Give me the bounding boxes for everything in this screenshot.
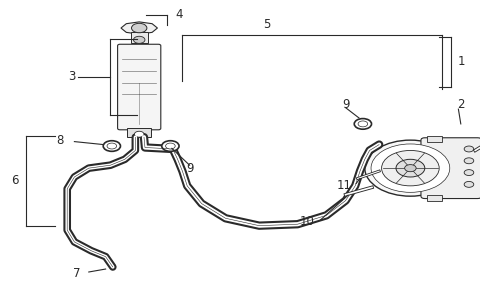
Text: 6: 6: [11, 174, 18, 187]
Bar: [427, 195, 442, 201]
Polygon shape: [121, 22, 157, 34]
Circle shape: [464, 158, 474, 164]
Text: 9: 9: [186, 162, 193, 175]
Text: 3: 3: [68, 71, 76, 83]
Circle shape: [107, 143, 117, 149]
Bar: [131, 32, 148, 43]
Text: 1: 1: [458, 55, 466, 68]
Text: 4: 4: [175, 8, 183, 21]
Circle shape: [133, 36, 145, 43]
Circle shape: [371, 144, 450, 192]
Circle shape: [464, 181, 474, 187]
Circle shape: [405, 165, 416, 172]
Circle shape: [396, 159, 425, 177]
Bar: [127, 128, 151, 137]
FancyBboxPatch shape: [118, 44, 161, 130]
Circle shape: [464, 146, 474, 152]
Circle shape: [354, 119, 372, 129]
Text: 11: 11: [336, 179, 352, 192]
Circle shape: [166, 143, 175, 149]
FancyBboxPatch shape: [421, 138, 480, 199]
Text: 5: 5: [263, 18, 270, 31]
Circle shape: [132, 23, 147, 33]
Text: 9: 9: [342, 98, 349, 111]
Text: 7: 7: [73, 267, 81, 280]
Circle shape: [103, 141, 120, 151]
Text: 2: 2: [457, 98, 465, 111]
Circle shape: [358, 121, 368, 127]
Circle shape: [382, 150, 439, 186]
Bar: [427, 136, 442, 142]
Text: 10: 10: [300, 215, 314, 228]
Circle shape: [134, 131, 144, 137]
Circle shape: [162, 141, 179, 151]
Circle shape: [464, 170, 474, 176]
Circle shape: [365, 140, 456, 196]
Text: 8: 8: [56, 134, 64, 147]
